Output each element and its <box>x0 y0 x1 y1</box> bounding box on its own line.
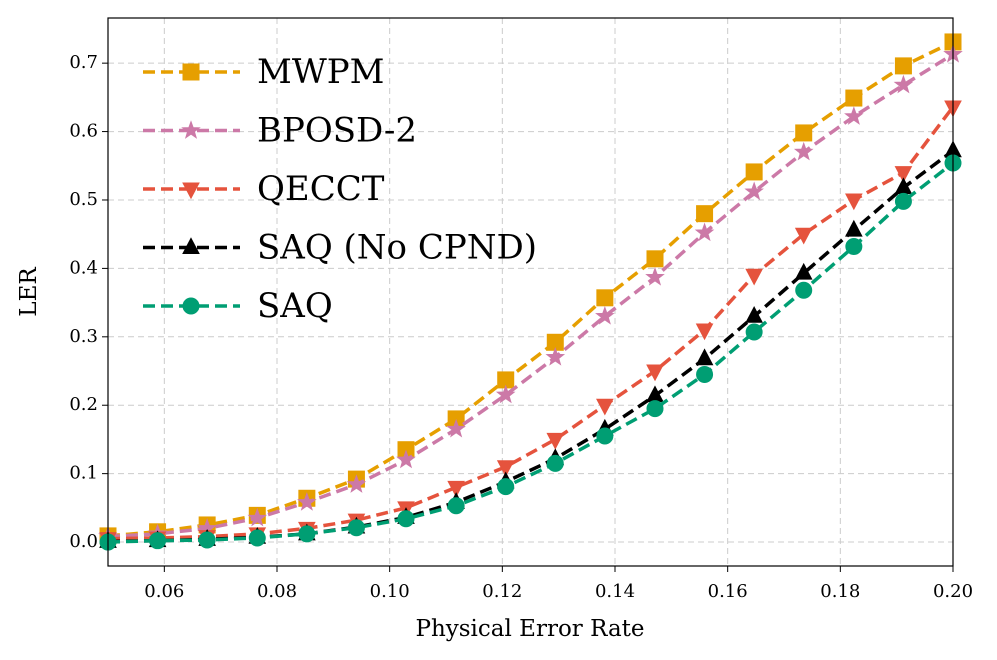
data-point <box>694 222 715 242</box>
data-point <box>894 177 913 195</box>
series-line <box>107 149 955 544</box>
data-point <box>645 267 665 286</box>
data-point <box>546 454 564 472</box>
legend-marker <box>182 297 200 315</box>
data-point <box>795 124 813 142</box>
data-point <box>396 449 416 469</box>
data-point <box>744 181 764 201</box>
legend-label: MWPM <box>257 52 384 92</box>
data-point <box>893 74 914 94</box>
y-tick-label: 0.6 <box>69 121 98 142</box>
data-point <box>793 141 814 161</box>
data-point <box>446 418 466 438</box>
data-point <box>397 510 415 528</box>
x-tick-label: 0.08 <box>257 581 297 602</box>
data-point <box>149 532 167 550</box>
series-line <box>107 161 955 544</box>
data-point <box>346 474 367 493</box>
data-point <box>844 106 864 125</box>
y-tick-label: 0.3 <box>69 326 98 347</box>
data-point <box>596 289 614 307</box>
data-point <box>695 323 714 341</box>
data-point <box>745 163 763 181</box>
data-point <box>646 400 664 418</box>
data-point <box>696 365 714 383</box>
data-point <box>845 238 863 256</box>
data-point <box>795 281 813 299</box>
data-point <box>845 219 863 237</box>
data-point <box>745 268 763 286</box>
data-point <box>696 205 714 223</box>
series-line <box>107 40 954 538</box>
data-point <box>794 227 813 245</box>
data-point <box>745 323 763 341</box>
legend-marker <box>182 237 200 254</box>
legend-label: SAQ <box>257 286 333 326</box>
x-tick-label: 0.16 <box>708 581 748 602</box>
data-point <box>596 398 614 416</box>
y-tick-label: 0.4 <box>69 257 98 278</box>
data-point <box>447 480 465 498</box>
legend-label: BPOSD-2 <box>257 111 417 151</box>
x-tick-label: 0.18 <box>820 581 860 602</box>
data-point <box>545 347 566 366</box>
data-point <box>646 250 664 268</box>
data-point <box>845 193 863 211</box>
data-point <box>297 492 317 511</box>
data-point <box>894 166 913 183</box>
data-point <box>495 384 516 404</box>
data-point <box>546 432 565 450</box>
data-point <box>595 306 615 325</box>
x-axis-label: Physical Error Rate <box>415 616 644 642</box>
data-point <box>347 519 365 537</box>
x-tick-label: 0.06 <box>144 581 184 602</box>
data-point <box>198 531 216 549</box>
legend-label: QECCT <box>257 169 385 209</box>
x-tick-label: 0.20 <box>933 581 973 602</box>
y-tick-label: 0.5 <box>69 189 98 210</box>
legend-marker <box>181 120 201 139</box>
data-point <box>247 507 268 527</box>
x-tick-label: 0.10 <box>370 581 410 602</box>
y-tick-label: 0.7 <box>69 52 98 73</box>
x-tick-label: 0.14 <box>595 581 635 602</box>
series-line <box>107 52 954 539</box>
y-tick-label: 0.0 <box>69 531 98 552</box>
y-tick-label: 0.1 <box>69 463 98 484</box>
data-point <box>596 427 614 445</box>
legend-marker <box>182 182 200 200</box>
data-point <box>894 192 912 210</box>
data-point <box>496 460 515 478</box>
data-point <box>248 529 266 547</box>
data-point <box>745 306 763 323</box>
data-point <box>646 385 664 403</box>
data-point <box>298 525 316 543</box>
data-point <box>497 478 515 496</box>
data-point <box>894 57 912 75</box>
y-axis-label: LER <box>16 267 42 317</box>
data-point <box>845 89 863 107</box>
x-tick-label: 0.12 <box>482 581 522 602</box>
data-point <box>447 497 465 515</box>
plot-frame <box>107 17 954 567</box>
data-point <box>695 348 714 366</box>
legend-label: SAQ (No CPND) <box>257 228 537 268</box>
legend-marker <box>182 63 200 81</box>
y-tick-label: 0.2 <box>69 394 98 415</box>
data-point <box>646 364 664 382</box>
data-point <box>794 262 813 280</box>
